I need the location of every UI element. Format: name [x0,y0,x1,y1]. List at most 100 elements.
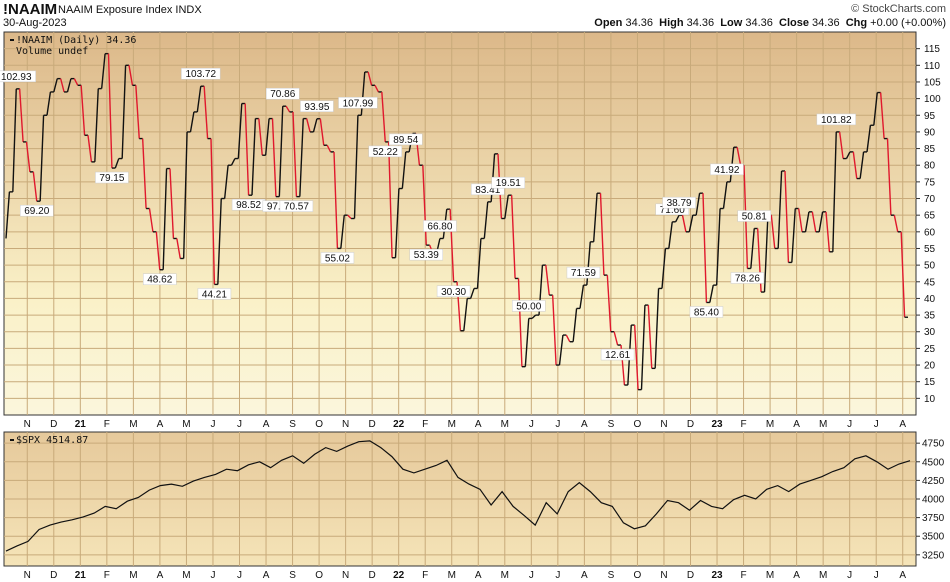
data-label-box [491,176,525,189]
x-tick-label: 22 [393,570,405,581]
data-label-box [512,300,546,312]
naaim-line-segment [381,91,386,142]
x-tick-label: M [501,570,509,581]
x-tick-label: N [24,570,31,581]
x-tick-label: 21 [75,570,87,581]
naaim-line-segment [237,103,243,159]
naaim-line-segment [476,238,482,289]
y-tick-label: 110 [924,61,940,72]
naaim-line-segment [838,131,844,159]
naaim-line-segment [606,275,612,332]
open-label: Open [594,17,623,29]
x-tick-label: M [819,570,827,581]
naaim-line-segment [12,88,17,192]
x-tick-label: A [263,419,270,430]
naaim-line-segment [176,238,181,259]
y-tick-label: 20 [924,361,936,372]
x-tick-label: J [529,570,534,581]
x-tick-label: A [581,570,588,581]
naaim-line-segment [39,115,45,202]
naaim-line-segment [305,118,311,133]
data-label: 71.60 [660,205,685,216]
naaim-line-segment [182,131,188,259]
naaim-line-segment [135,85,140,139]
x-tick-label: O [634,419,642,430]
x-tick-label: D [687,570,694,581]
x-tick-label: S [289,570,296,581]
naaim-line-segment [223,165,229,199]
naaim-line-segment [613,331,619,346]
naaim-line-segment [80,85,86,136]
y-tick-label: 25 [924,344,936,355]
y-tick-label: 3500 [922,532,945,543]
x-tick-label: M [501,419,509,430]
data-label: 107.99 [343,98,374,109]
x-tick-label: D [687,419,694,430]
naaim-line-segment [326,144,332,153]
naaim-line-segment [264,118,270,156]
x-tick-label: F [741,419,747,430]
x-tick-label: 23 [711,419,723,430]
naaim-line-segment [797,208,803,232]
main-panel [3,31,917,416]
low-label: Low [720,17,743,29]
x-tick-label: J [210,419,215,430]
naaim-line-segment [141,138,147,209]
naaim-line-segment [422,165,427,246]
naaim-line-segment [668,221,673,249]
data-label-box [0,70,36,83]
y-tick-label: 60 [924,227,936,238]
naaim-line-segment [770,215,776,249]
data-label-box [710,163,744,176]
legend-main: !NAAIM (Daily) 34.36 [16,35,136,46]
low-value: 34.36 [745,17,773,29]
data-label: 102.93 [1,72,32,83]
naaim-line-segment [299,118,304,197]
naaim-line-segment [551,295,557,366]
x-tick-label: J [237,419,242,430]
x-tick-label: 21 [75,419,87,430]
data-label: 71.59 [571,268,596,279]
y-tick-label: 15 [924,377,936,388]
naaim-line-segment [367,71,373,86]
naaim-line-segment [852,151,858,179]
x-tick-label: N [342,570,349,581]
x-tick-label: M [182,419,190,430]
naaim-line-segment [886,138,892,216]
naaim-line-segment [579,285,585,309]
ohlc-readout: Open 34.36 High 34.36 Low 34.36 Close 34… [594,17,946,29]
data-label-box [471,183,505,196]
chg-label: Chg [845,17,868,29]
y-tick-label: 45 [924,277,936,288]
naaim-line-segment [285,105,291,113]
spx-line [5,440,911,552]
y-tick-label: 40 [924,294,936,305]
naaim-line-segment [244,103,250,196]
x-tick-label: M [766,570,774,581]
naaim-line-segment [32,171,38,202]
x-tick-label: J [237,570,242,581]
naaim-line-segment [374,84,380,93]
x-tick-label: A [899,570,906,581]
naaim-line-segment [640,305,646,390]
x-tick-label: D [369,570,376,581]
naaim-line-segment [162,168,168,270]
y-tick-label: 100 [924,94,941,105]
data-label-box [689,306,724,318]
x-tick-label: D [50,419,57,430]
naaim-line-segment [675,214,680,223]
naaim-line-segment [545,265,550,296]
data-label: 69.20 [24,206,49,217]
naaim-line-segment [647,305,653,369]
y-tick-label: 4000 [922,495,945,506]
x-tick-label: M [766,419,774,430]
naaim-line-segment [599,193,605,276]
x-tick-label: S [289,419,296,430]
legend-spx: $SPX 4514.87 [16,435,88,446]
x-tick-label: A [793,419,800,430]
naaim-line-segment [94,88,99,162]
data-label: 48.62 [147,275,172,286]
data-label: 50.00 [516,301,541,312]
y-tick-label: 4500 [922,457,945,468]
